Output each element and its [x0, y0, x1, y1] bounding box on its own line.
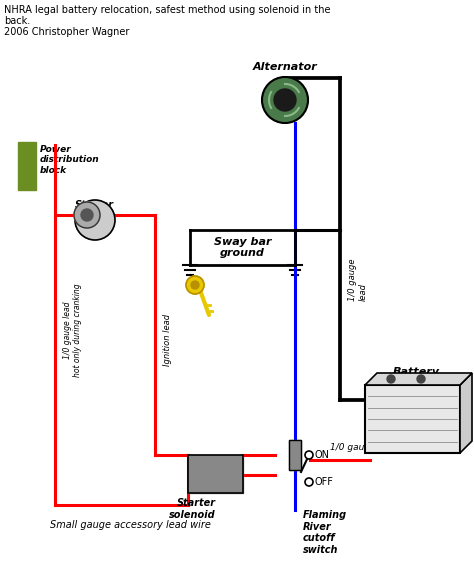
- Text: back.: back.: [4, 16, 30, 26]
- Bar: [188, 455, 243, 493]
- Bar: [188, 455, 243, 493]
- Text: OFF: OFF: [315, 477, 334, 487]
- Circle shape: [305, 478, 313, 486]
- Text: 2006 Christopher Wagner: 2006 Christopher Wagner: [4, 27, 129, 37]
- Text: NHRA legal battery relocation, safest method using solenoid in the: NHRA legal battery relocation, safest me…: [4, 5, 330, 15]
- Bar: [365, 385, 460, 453]
- Polygon shape: [460, 373, 472, 453]
- Bar: [289, 440, 301, 470]
- Text: Flaming
River
cutoff
switch: Flaming River cutoff switch: [303, 510, 347, 555]
- Circle shape: [387, 375, 395, 383]
- Text: ON: ON: [315, 450, 330, 460]
- Text: Small gauge accessory lead wire: Small gauge accessory lead wire: [50, 520, 210, 530]
- Polygon shape: [365, 373, 472, 385]
- Text: Power
distribution
block: Power distribution block: [40, 145, 100, 175]
- Text: 1/0 gauge lead: 1/0 gauge lead: [330, 443, 398, 452]
- Text: Alternator: Alternator: [253, 62, 318, 72]
- Circle shape: [191, 281, 199, 289]
- Circle shape: [262, 77, 308, 123]
- Circle shape: [81, 209, 93, 221]
- Text: 1/0 gauge
lead: 1/0 gauge lead: [348, 259, 367, 301]
- Circle shape: [75, 200, 115, 240]
- Circle shape: [186, 276, 204, 294]
- Text: Starter
solenoid: Starter solenoid: [169, 498, 216, 519]
- Bar: [289, 440, 301, 470]
- Circle shape: [74, 202, 100, 228]
- Text: Starter: Starter: [75, 200, 114, 210]
- Text: 1/0 gauge lead
hot only during cranking: 1/0 gauge lead hot only during cranking: [63, 283, 82, 377]
- Circle shape: [417, 375, 425, 383]
- Circle shape: [305, 451, 313, 459]
- Bar: [18, 142, 36, 190]
- Text: Ignition lead: Ignition lead: [163, 314, 172, 366]
- Text: Battery: Battery: [393, 367, 440, 377]
- Circle shape: [274, 89, 296, 111]
- Text: Sway bar
ground: Sway bar ground: [214, 237, 271, 258]
